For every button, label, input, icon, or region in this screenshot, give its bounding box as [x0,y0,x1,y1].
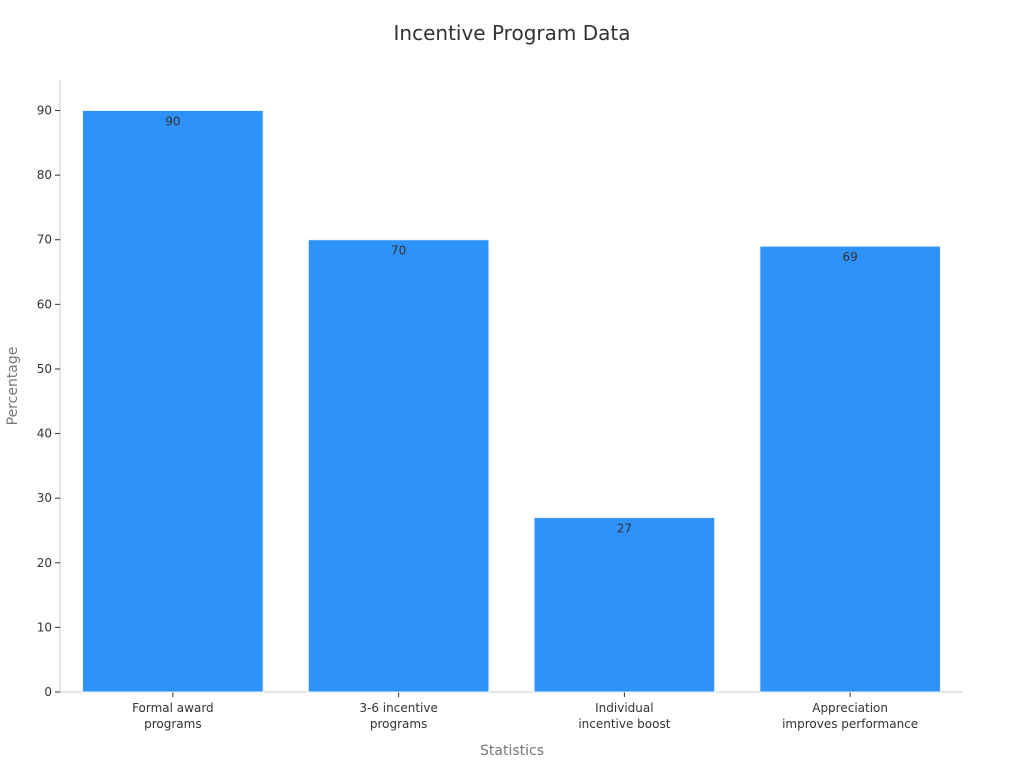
y-tick-label: 20 [37,556,52,570]
y-tick-label: 0 [44,685,52,699]
bar [82,110,264,693]
y-tick-label: 50 [37,362,52,376]
category-label: Formal award programs [132,701,214,731]
bar [307,239,490,693]
y-tick-label: 30 [37,491,52,505]
y-tick-label: 80 [37,168,52,182]
data-label: 90 [165,115,180,129]
category-label: Individual incentive boost [578,701,670,731]
y-tick-label: 70 [37,233,52,247]
data-label: 27 [617,522,632,536]
y-tick-label: 90 [37,104,52,118]
data-label: 70 [391,244,406,258]
chart-title: Incentive Program Data [394,21,631,45]
y-tick-label: 10 [37,620,52,634]
bars [82,110,941,693]
data-label: 69 [842,250,857,264]
x-axis-title: Statistics [480,743,544,759]
y-axis-title: Percentage [5,347,21,426]
bar [533,517,716,693]
category-label: Appreciation improves performance [782,701,918,731]
y-tick-label: 60 [37,297,52,311]
labels: 90 Formal award programs 70 3-6 incentive pro… [132,115,918,732]
category-label: 3-6 incentive programs [359,701,437,731]
bar [759,245,941,693]
y-tick-label: 40 [37,427,52,441]
